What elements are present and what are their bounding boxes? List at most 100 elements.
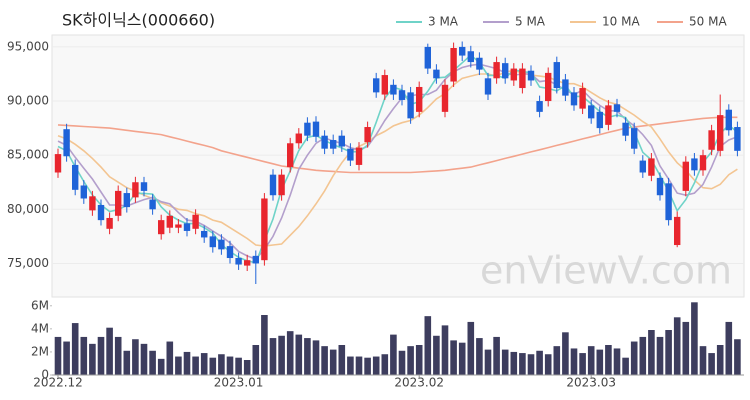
- volume-bar: [166, 341, 174, 375]
- candle-body: [115, 190, 122, 216]
- candle-body: [536, 101, 543, 112]
- candle-body: [717, 115, 724, 151]
- volume-bar: [347, 356, 354, 375]
- volume-bar: [433, 335, 440, 375]
- volume-bar: [278, 335, 285, 375]
- candle-body: [424, 46, 431, 69]
- volume-bar: [140, 343, 148, 375]
- y-tick-label: 4M: [31, 321, 49, 335]
- volume-bar: [605, 345, 612, 375]
- candle-body: [433, 69, 440, 79]
- candle-body: [441, 84, 449, 112]
- candle-body: [97, 204, 105, 221]
- candle-body: [631, 128, 638, 149]
- candle-body: [622, 122, 629, 136]
- x-tick-label: 2023.02: [394, 376, 444, 390]
- volume-bar: [579, 353, 586, 375]
- candle-body: [467, 51, 474, 63]
- candle-body: [656, 177, 664, 196]
- candle-body: [149, 199, 156, 210]
- y-tick-label: 2M: [31, 344, 49, 358]
- volume-bar: [304, 338, 311, 375]
- y-tick-label: 0: [41, 368, 49, 382]
- volume-bar: [544, 354, 552, 375]
- volume-bar: [132, 339, 139, 375]
- candle-body: [682, 161, 689, 191]
- candle-body: [398, 90, 406, 100]
- volume-bar: [665, 330, 672, 375]
- volume-bar: [725, 321, 733, 375]
- volume-bar: [587, 346, 595, 375]
- volume-bar: [570, 348, 578, 375]
- volume-bar: [716, 345, 724, 375]
- chart-title: SK하이닉스(000660): [62, 11, 215, 30]
- candle-body: [330, 140, 337, 149]
- candle-body: [416, 86, 423, 112]
- candle-body: [450, 47, 457, 82]
- volume-bar: [123, 350, 131, 375]
- volume-bar: [493, 336, 500, 375]
- volume-bar: [553, 346, 561, 375]
- volume-bar: [114, 336, 122, 375]
- volume-bar: [71, 323, 79, 375]
- volume-bar: [415, 345, 423, 375]
- candle-body: [80, 185, 87, 199]
- candle-body: [261, 198, 268, 261]
- volume-bar: [656, 336, 664, 375]
- candle-body: [605, 105, 612, 125]
- volume-bar: [338, 345, 346, 375]
- candle-body: [596, 111, 603, 129]
- plot-background: [51, 34, 745, 298]
- candle-body: [269, 174, 277, 196]
- volume-bar: [613, 348, 621, 375]
- volume-bar: [218, 354, 225, 375]
- y-tick-label: 75,000: [7, 256, 49, 270]
- candle-body: [493, 62, 500, 79]
- candle-body: [553, 62, 560, 89]
- volume-bar: [407, 346, 414, 375]
- candle-body: [588, 105, 595, 119]
- legend-label: 10 MA: [602, 15, 640, 29]
- volume-bar: [682, 321, 690, 375]
- volume-bar: [708, 353, 715, 375]
- candle-body: [166, 215, 173, 228]
- legend-label: 3 MA: [428, 15, 459, 29]
- candle-body: [476, 57, 483, 70]
- candle-body: [244, 260, 251, 266]
- y-tick-label: 95,000: [7, 39, 49, 53]
- candle-body: [355, 147, 363, 165]
- volume-bar: [510, 351, 518, 375]
- candle-body: [209, 236, 216, 248]
- candle-body: [338, 135, 345, 147]
- candle-body: [364, 127, 371, 143]
- volume-bar: [329, 349, 337, 375]
- volume-bar: [519, 353, 526, 375]
- volume-bar: [364, 357, 371, 375]
- candle-body: [665, 183, 672, 221]
- legend-label: 50 MA: [689, 15, 727, 29]
- candle-body: [545, 72, 552, 102]
- candle-body: [183, 223, 191, 231]
- watermark: enViewV.com: [480, 249, 732, 293]
- volume-bar: [312, 340, 320, 375]
- x-tick-label: 2023.01: [214, 376, 264, 390]
- candle-body: [226, 246, 234, 259]
- volume-bar: [390, 334, 397, 375]
- volume-bar: [622, 357, 629, 375]
- volume-bar: [467, 321, 475, 375]
- volume-bar: [63, 341, 70, 375]
- volume-bar: [175, 356, 182, 375]
- candle-body: [192, 214, 199, 229]
- candle-body: [140, 182, 148, 191]
- candle-body: [54, 154, 62, 173]
- volume-bar: [80, 336, 88, 375]
- candle-body: [527, 70, 535, 81]
- volume-bar: [192, 356, 199, 375]
- volume-bar: [699, 346, 707, 375]
- candle-body: [72, 164, 79, 190]
- volume-bar: [484, 349, 492, 375]
- candle-body: [648, 158, 655, 176]
- volume-bar: [295, 334, 303, 375]
- volume-bar: [54, 336, 62, 375]
- volume-bar: [200, 353, 208, 375]
